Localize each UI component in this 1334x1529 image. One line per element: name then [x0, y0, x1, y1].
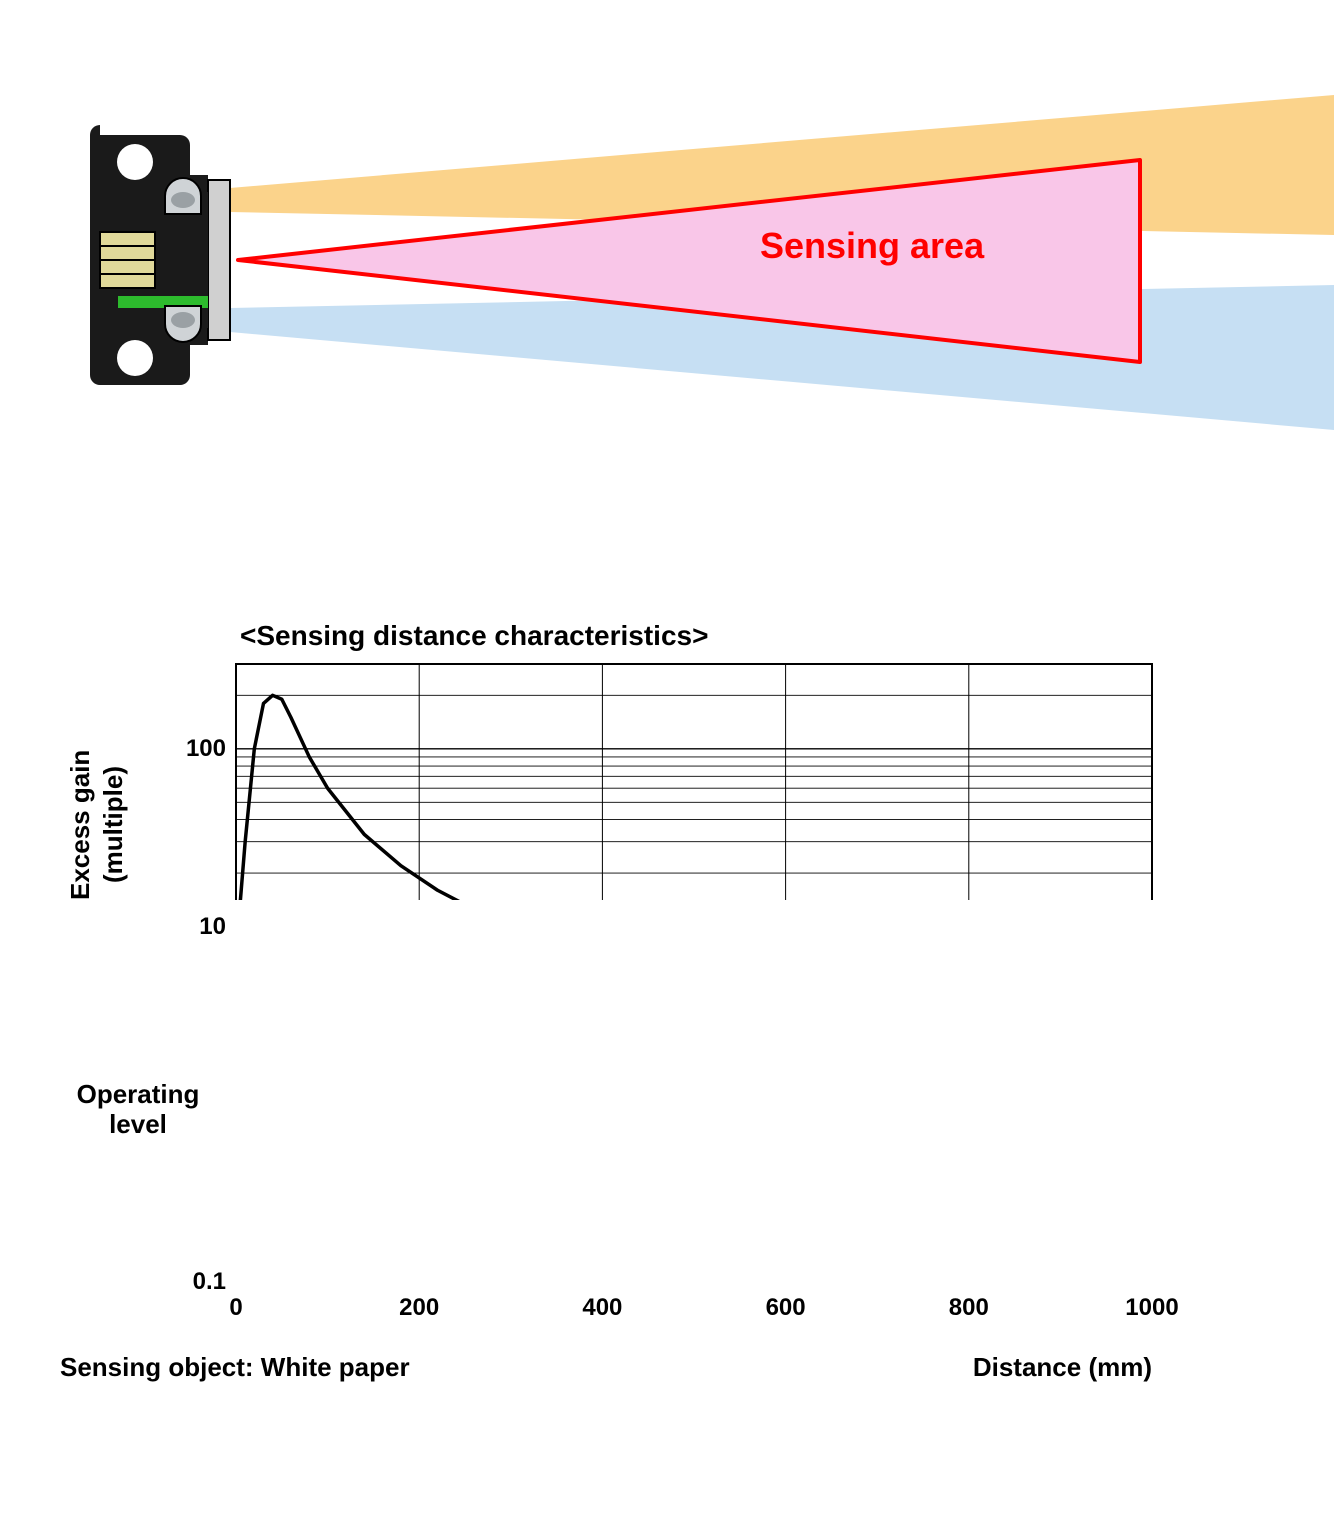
x-axis-label: Distance (mm) — [973, 1352, 1152, 1383]
page-root: Sensing area <Sensing distance character… — [0, 0, 1334, 1529]
x-tick-label: 200 — [379, 1294, 459, 1322]
x-tick-label: 1000 — [1112, 1294, 1192, 1322]
sensing-object-label: Sensing object: White paper — [60, 1352, 410, 1383]
x-tick-label: 800 — [929, 1294, 1009, 1322]
x-tick-label: 600 — [746, 1294, 826, 1322]
x-tick-label: 400 — [562, 1294, 642, 1322]
y-tick-label: 0.1 — [156, 1268, 226, 1296]
y-axis-label-line1: Excess gain — [65, 750, 96, 900]
operating-level-label: Operating level — [58, 1080, 218, 1140]
chart — [0, 0, 1334, 900]
operating-level-label-text: Operating level — [77, 1079, 200, 1139]
chart-plot-area — [236, 664, 1152, 900]
y-axis-label-line2: (multiple) — [98, 766, 129, 883]
y-tick-label: 10 — [156, 913, 226, 941]
y-tick-label: 100 — [156, 735, 226, 763]
x-tick-label: 0 — [196, 1294, 276, 1322]
